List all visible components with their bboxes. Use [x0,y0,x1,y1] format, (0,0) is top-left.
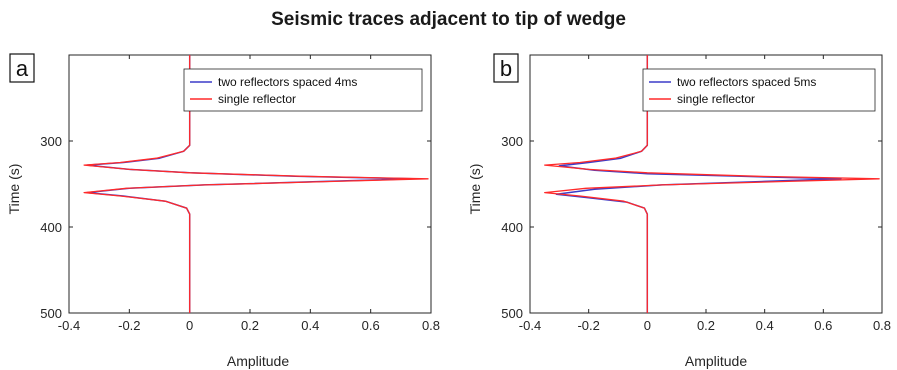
x-axis-label: Amplitude [685,353,747,369]
x-tick-label: 0.4 [301,318,319,333]
x-tick-label: -0.4 [519,318,541,333]
x-tick-label: 0 [644,318,651,333]
x-tick-label: 0.2 [697,318,715,333]
x-tick-label: 0.2 [241,318,259,333]
y-axis-label: Time (s) [467,164,483,215]
legend-entry: two reflectors spaced 5ms [677,75,816,89]
x-tick-label: 0.4 [756,318,774,333]
legend-box [642,68,876,112]
figure-title: Seismic traces adjacent to tip of wedge [271,9,626,30]
x-tick-label: -0.2 [118,318,140,333]
series-line-single-reflector [83,55,429,313]
y-tick-label: 500 [501,306,523,321]
x-tick-label: 0.8 [873,318,891,333]
legend-entry: single reflector [218,92,296,106]
x-tick-label: 0 [186,318,193,333]
y-tick-label: 300 [40,134,62,149]
x-tick-label: -0.2 [577,318,599,333]
y-tick-label: 400 [501,220,523,235]
panel-letter-box [493,53,519,83]
x-tick-label: 0.6 [814,318,832,333]
panel-letter: b [500,56,512,81]
x-tick-label: -0.4 [58,318,80,333]
x-tick-label: 0.8 [422,318,440,333]
x-axis-label: Amplitude [227,353,289,369]
y-axis-label: Time (s) [6,164,22,215]
y-tick-label: 300 [501,134,523,149]
legend-box [183,68,423,112]
legend-entry: single reflector [677,92,755,106]
y-tick-label: 400 [40,220,62,235]
panel-letter-box [9,53,35,83]
series-line-single-reflector [544,55,880,313]
legend-entry: two reflectors spaced 4ms [218,75,357,89]
panel-letter: a [16,56,29,81]
x-tick-label: 0.6 [362,318,380,333]
y-tick-label: 500 [40,306,62,321]
